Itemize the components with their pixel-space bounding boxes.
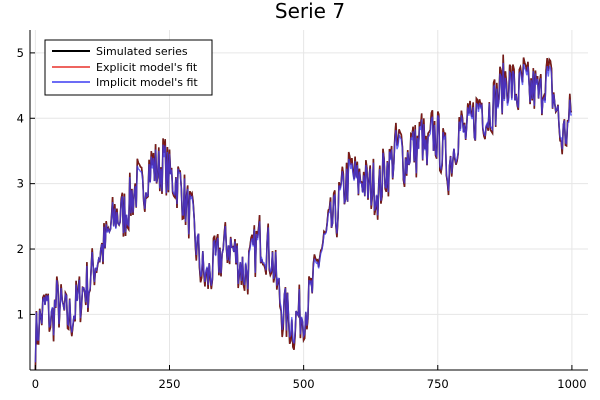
series-layer [34,54,572,371]
legend: Simulated series Explicit model's fit Im… [44,39,213,96]
x-tick-label: 0 [32,377,39,391]
x-tick-label: 750 [427,377,449,391]
legend-label-implicit: Implicit model's fit [96,76,198,89]
y-tick-label: 4 [17,111,24,125]
legend-box [44,39,213,96]
y-tick-label: 1 [17,307,24,321]
y-tick-label: 3 [17,177,24,191]
x-tick-label: 500 [293,377,315,391]
legend-label-simulated: Simulated series [96,45,188,58]
x-tick-label: 250 [159,377,181,391]
y-tick-label: 5 [17,46,24,60]
legend-label-explicit: Explicit model's fit [96,61,198,74]
series-line-2 [34,62,572,363]
axes: 0 250 500 750 1000 1 2 3 4 5 [17,30,588,391]
x-tick-label: 1000 [557,377,586,391]
y-tick-label: 2 [17,242,24,256]
chart-title: Serie 7 [275,0,345,23]
